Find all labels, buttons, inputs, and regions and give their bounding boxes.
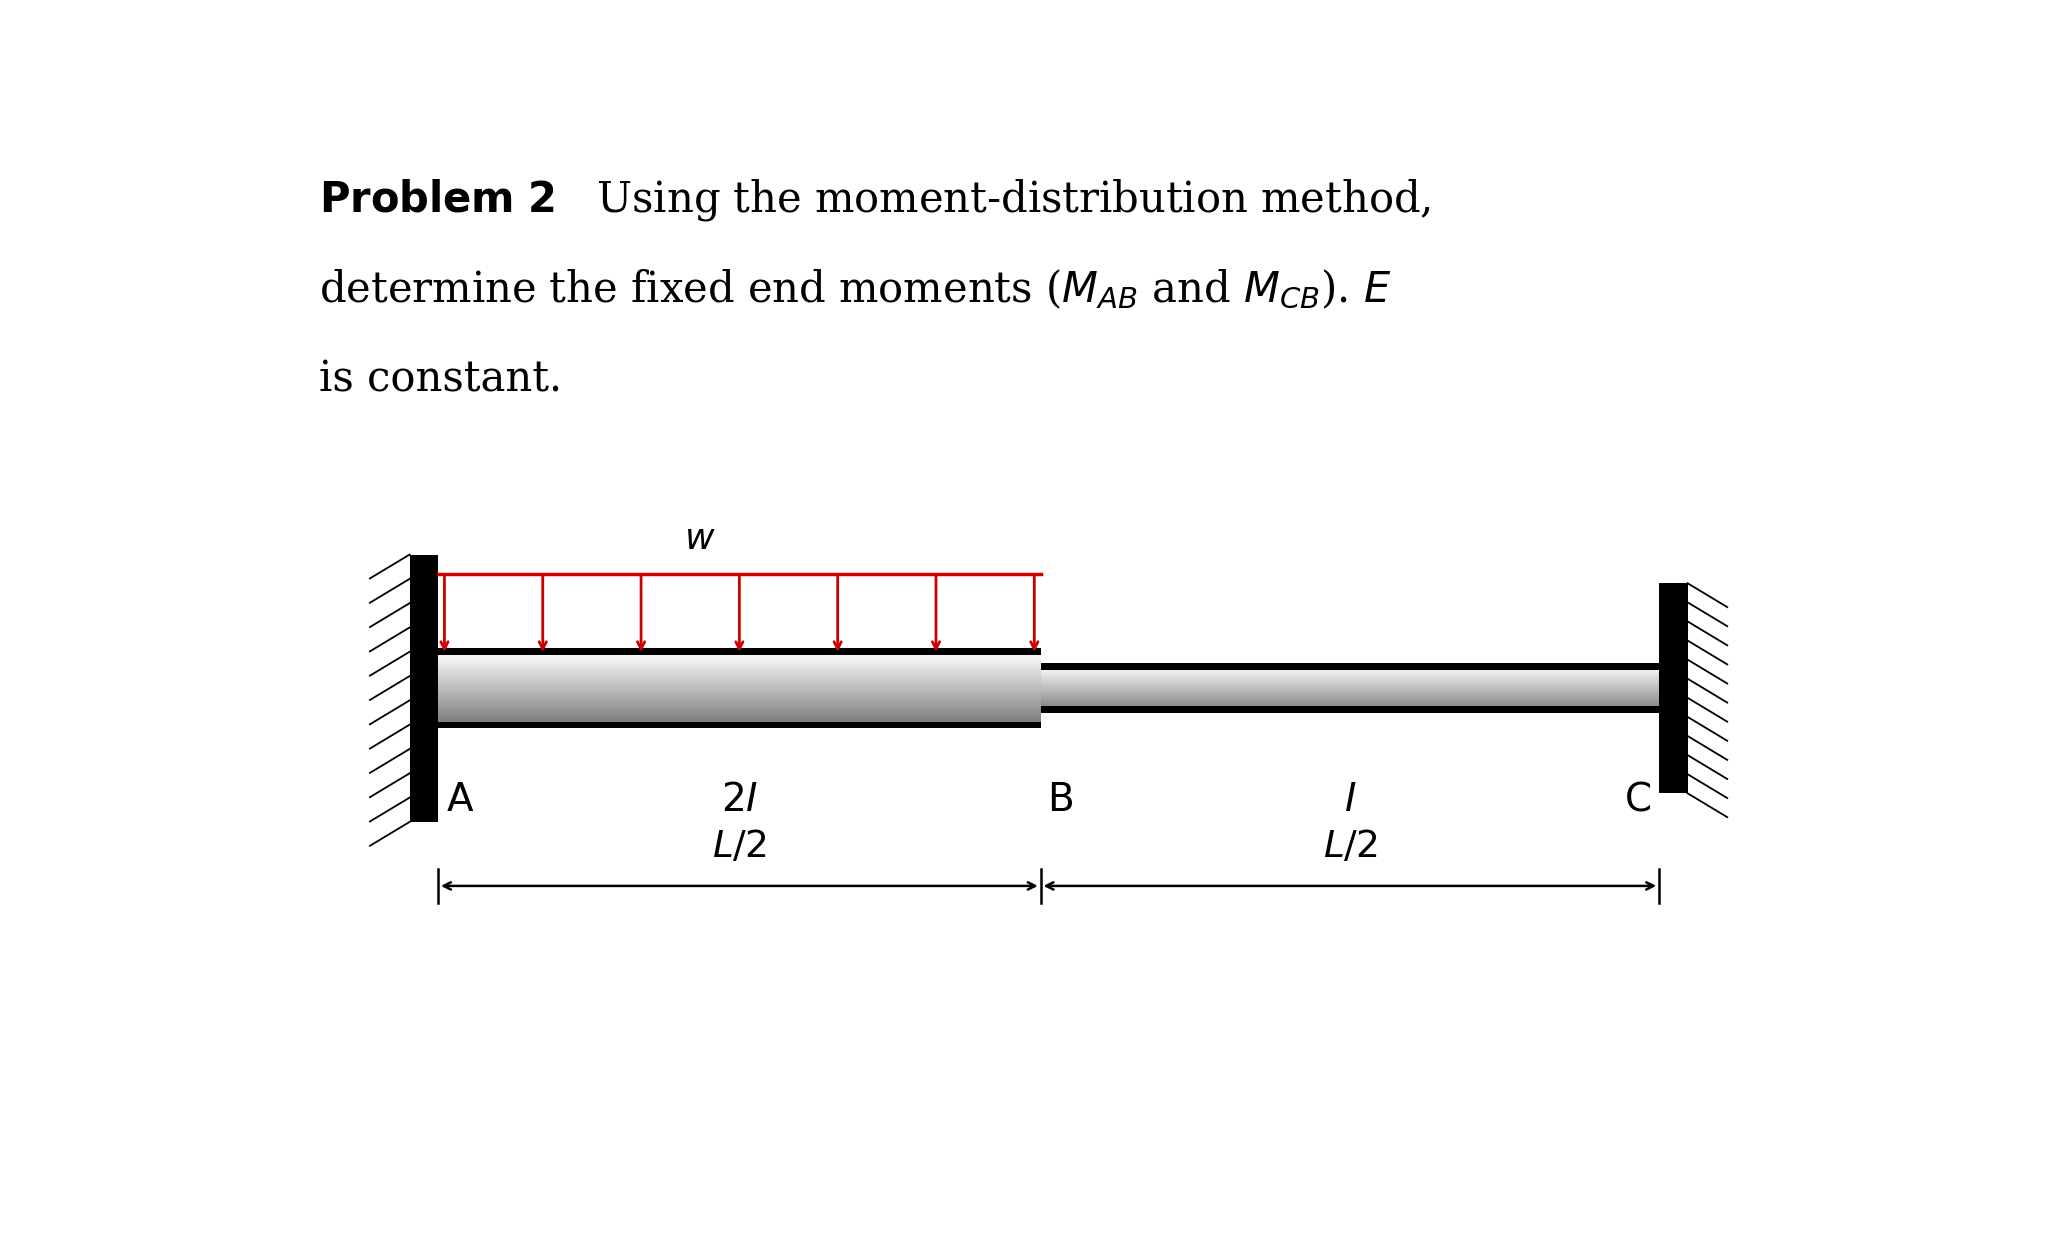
Bar <box>438 649 1041 655</box>
Text: $L/2$: $L/2$ <box>712 828 767 866</box>
Text: $\mathrm{C}$: $\mathrm{C}$ <box>1625 781 1651 818</box>
Text: determine the fixed end moments ($M_{AB}$ and $M_{CB}$). $E$: determine the fixed end moments ($M_{AB}… <box>319 268 1391 311</box>
Text: $I$: $I$ <box>1344 781 1356 818</box>
Text: $2I$: $2I$ <box>720 781 757 818</box>
Text: $L/2$: $L/2$ <box>1322 828 1377 866</box>
Bar <box>1041 707 1659 713</box>
Bar <box>1659 583 1688 794</box>
Text: $\mathbf{Problem\ 2}$   Using the moment-distribution method,: $\mathbf{Problem\ 2}$ Using the moment-d… <box>319 177 1430 223</box>
Text: $\mathrm{B}$: $\mathrm{B}$ <box>1048 781 1072 818</box>
Text: $\mathrm{A}$: $\mathrm{A}$ <box>446 781 475 818</box>
Bar <box>438 722 1041 728</box>
Bar <box>409 554 438 822</box>
Bar <box>1041 663 1659 670</box>
Text: $w$: $w$ <box>683 522 716 557</box>
Text: is constant.: is constant. <box>319 358 563 401</box>
